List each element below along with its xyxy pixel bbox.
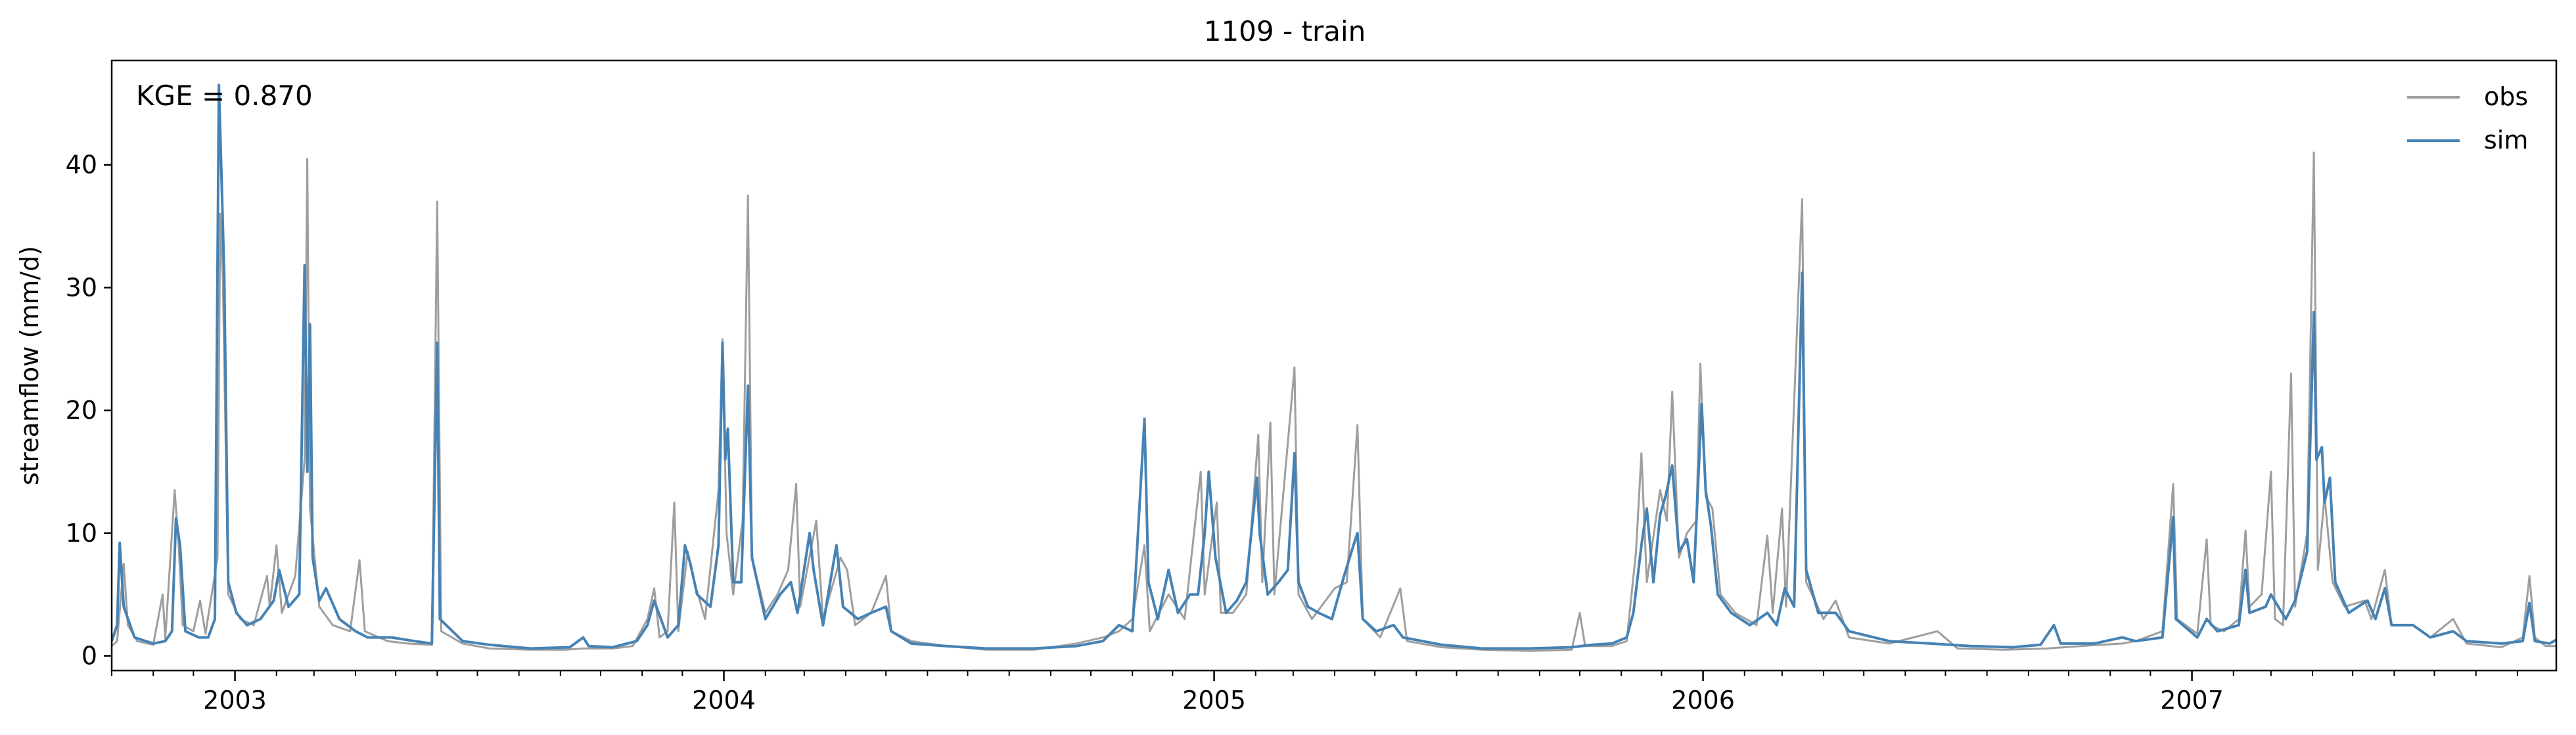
kge-annotation: KGE = 0.870 [136, 80, 313, 112]
y-tick-label: 40 [66, 151, 97, 179]
y-tick-label: 10 [66, 519, 97, 548]
plot-border [110, 59, 2558, 672]
x-tick-label: 2004 [692, 686, 756, 715]
y-tick-label: 0 [81, 642, 97, 671]
legend: obs sim [2407, 82, 2528, 154]
series-line-obs [112, 151, 2556, 652]
plot-area [110, 59, 2558, 672]
y-tick-label: 30 [66, 273, 97, 302]
x-tick-label: 2005 [1182, 686, 1246, 715]
y-axis-label: streamflow (mm/d) [15, 246, 44, 485]
y-axis: 0 10 20 30 40 [66, 151, 112, 671]
x-axis: 2003 2004 2005 2006 2007 [111, 671, 2518, 715]
chart-title: 1109 - train [1204, 15, 1366, 47]
y-tick-label: 20 [66, 396, 97, 425]
series-layer [112, 83, 2556, 652]
legend-label-obs: obs [2484, 82, 2528, 111]
series-line-sim [112, 83, 2556, 650]
x-tick-label: 2006 [1671, 686, 1735, 715]
x-tick-label: 2003 [203, 686, 267, 715]
x-tick-label: 2007 [2160, 686, 2224, 715]
legend-label-sim: sim [2484, 126, 2528, 154]
plot-frame [112, 60, 2556, 671]
